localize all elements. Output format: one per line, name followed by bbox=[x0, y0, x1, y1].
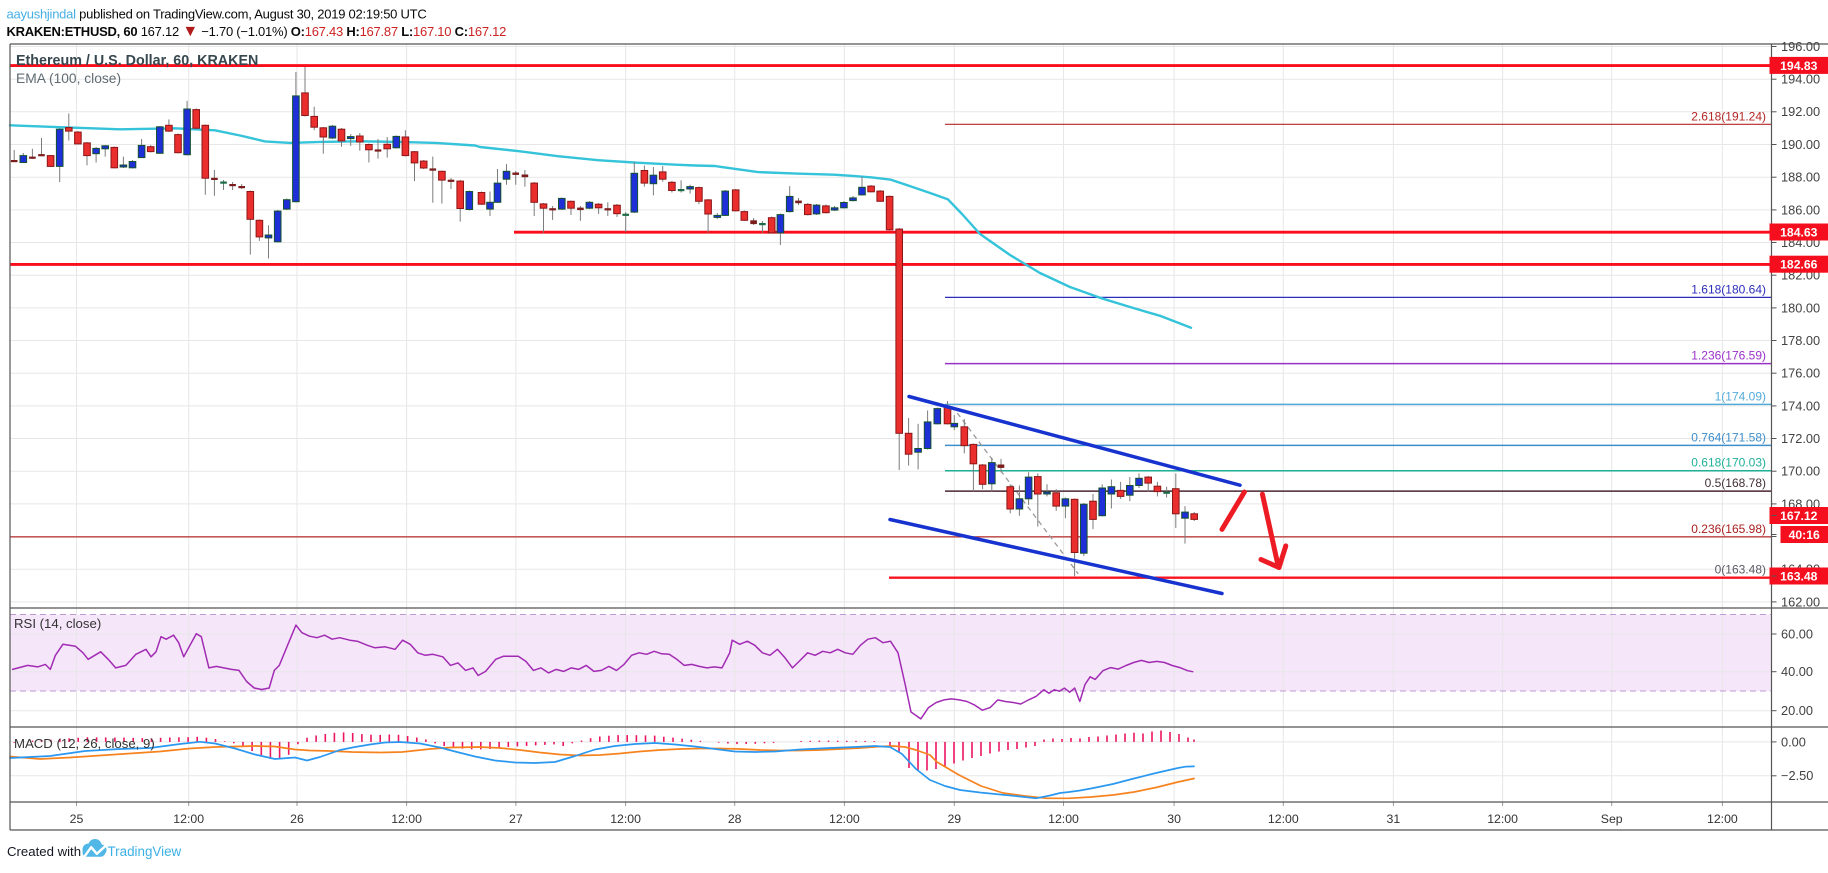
svg-text:1.236(176.59): 1.236(176.59) bbox=[1691, 349, 1766, 363]
svg-text:25: 25 bbox=[70, 812, 84, 826]
svg-text:0(163.48): 0(163.48) bbox=[1715, 563, 1766, 577]
svg-text:Sep: Sep bbox=[1601, 812, 1623, 826]
svg-text:12:00: 12:00 bbox=[1048, 812, 1079, 826]
svg-text:27: 27 bbox=[509, 812, 523, 826]
svg-text:184.63: 184.63 bbox=[1780, 225, 1817, 239]
svg-text:0.5(168.78): 0.5(168.78) bbox=[1705, 476, 1766, 490]
svg-text:196.00: 196.00 bbox=[1781, 39, 1820, 54]
svg-text:12:00: 12:00 bbox=[1487, 812, 1518, 826]
svg-text:1(174.09): 1(174.09) bbox=[1715, 389, 1766, 403]
svg-text:178.00: 178.00 bbox=[1781, 333, 1820, 348]
svg-text:12:00: 12:00 bbox=[610, 812, 641, 826]
svg-text:12:00: 12:00 bbox=[391, 812, 422, 826]
svg-text:MACD (12, 26, close, 9): MACD (12, 26, close, 9) bbox=[14, 736, 155, 751]
svg-text:176.00: 176.00 bbox=[1781, 366, 1820, 381]
svg-text:30: 30 bbox=[1167, 812, 1181, 826]
svg-text:aayushjindal published on Trad: aayushjindal published on TradingView.co… bbox=[7, 7, 427, 22]
svg-text:170.00: 170.00 bbox=[1781, 464, 1820, 479]
svg-text:12:00: 12:00 bbox=[173, 812, 204, 826]
svg-text:1.618(180.64): 1.618(180.64) bbox=[1691, 282, 1766, 296]
svg-text:EMA (100, close): EMA (100, close) bbox=[16, 71, 121, 86]
svg-text:0.236(165.98): 0.236(165.98) bbox=[1691, 522, 1766, 536]
svg-text:29: 29 bbox=[947, 812, 961, 826]
svg-text:162.00: 162.00 bbox=[1781, 594, 1820, 609]
svg-text:60.00: 60.00 bbox=[1781, 626, 1813, 641]
svg-text:20.00: 20.00 bbox=[1781, 703, 1813, 718]
svg-text:RSI (14, close): RSI (14, close) bbox=[14, 616, 101, 631]
svg-text:26: 26 bbox=[290, 812, 304, 826]
svg-text:0.00: 0.00 bbox=[1781, 734, 1806, 749]
svg-text:−2.50: −2.50 bbox=[1781, 768, 1813, 783]
svg-text:172.00: 172.00 bbox=[1781, 431, 1820, 446]
svg-text:174.00: 174.00 bbox=[1781, 398, 1820, 413]
svg-text:31: 31 bbox=[1387, 812, 1401, 826]
svg-text:40.00: 40.00 bbox=[1781, 664, 1813, 679]
svg-text:28: 28 bbox=[728, 812, 742, 826]
svg-text:190.00: 190.00 bbox=[1781, 137, 1820, 152]
svg-text:180.00: 180.00 bbox=[1781, 300, 1820, 315]
svg-text:40:16: 40:16 bbox=[1789, 528, 1820, 542]
svg-text:194.83: 194.83 bbox=[1780, 59, 1817, 73]
svg-text:188.00: 188.00 bbox=[1781, 170, 1820, 185]
svg-text:Created with: Created with bbox=[7, 844, 81, 859]
svg-text:12:00: 12:00 bbox=[1707, 812, 1738, 826]
svg-text:Ethereum / U.S. Dollar, 60, KR: Ethereum / U.S. Dollar, 60, KRAKEN bbox=[16, 53, 258, 69]
svg-text:186.00: 186.00 bbox=[1781, 202, 1820, 217]
svg-text:163.48: 163.48 bbox=[1780, 569, 1817, 583]
svg-text:167.12: 167.12 bbox=[1780, 509, 1817, 523]
svg-text:182.66: 182.66 bbox=[1780, 258, 1817, 272]
svg-text:12:00: 12:00 bbox=[1268, 812, 1299, 826]
svg-text:12:00: 12:00 bbox=[829, 812, 860, 826]
svg-text:0.618(170.03): 0.618(170.03) bbox=[1691, 456, 1766, 470]
svg-text:2.618(191.24): 2.618(191.24) bbox=[1691, 109, 1766, 123]
svg-text:KRAKEN:ETHUSD, 60 167.12 ▼ −1: KRAKEN:ETHUSD, 60 167.12 ▼ −1.70 (−1.01%… bbox=[7, 23, 507, 40]
svg-text:TradingView: TradingView bbox=[108, 844, 182, 859]
svg-text:0.764(171.58): 0.764(171.58) bbox=[1691, 430, 1766, 444]
svg-text:192.00: 192.00 bbox=[1781, 104, 1820, 119]
